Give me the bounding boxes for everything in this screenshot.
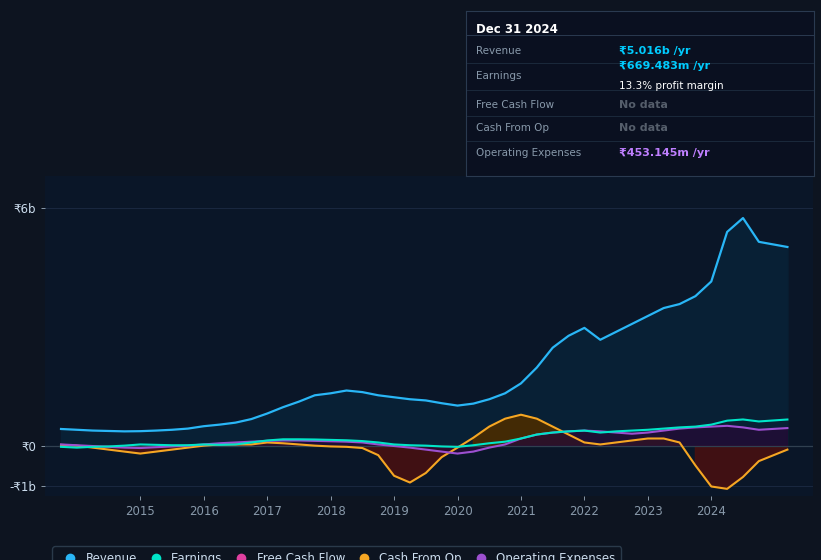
Text: Operating Expenses: Operating Expenses (476, 148, 581, 158)
Text: Cash From Op: Cash From Op (476, 123, 549, 133)
Text: 13.3% profit margin: 13.3% profit margin (619, 81, 723, 91)
Text: ₹5.016b /yr: ₹5.016b /yr (619, 46, 690, 56)
Text: Free Cash Flow: Free Cash Flow (476, 100, 554, 110)
Text: No data: No data (619, 123, 668, 133)
Text: ₹453.145m /yr: ₹453.145m /yr (619, 148, 709, 158)
Text: ₹669.483m /yr: ₹669.483m /yr (619, 60, 710, 71)
Legend: Revenue, Earnings, Free Cash Flow, Cash From Op, Operating Expenses: Revenue, Earnings, Free Cash Flow, Cash … (53, 547, 621, 560)
Text: No data: No data (619, 100, 668, 110)
Text: Revenue: Revenue (476, 46, 521, 56)
Text: Dec 31 2024: Dec 31 2024 (476, 23, 557, 36)
Text: Earnings: Earnings (476, 71, 521, 81)
